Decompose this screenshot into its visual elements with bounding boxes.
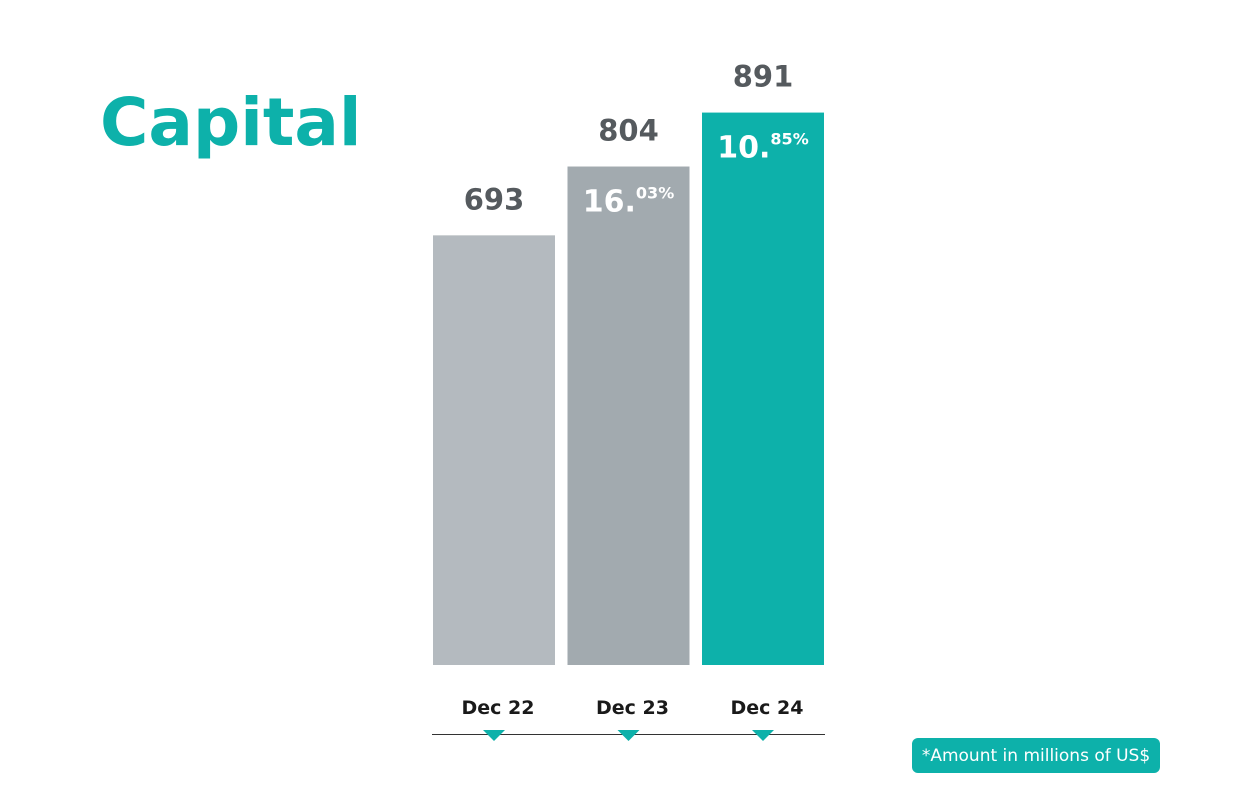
value-label: 804 [598, 114, 659, 148]
growth-whole: 10. [717, 131, 770, 166]
x-tick-label: Dec 22 [462, 697, 535, 719]
bar [702, 112, 824, 665]
growth-fraction: 85% [770, 130, 808, 149]
marker-triangle [752, 730, 774, 741]
growth-label: 16.03% [583, 184, 674, 220]
note: *Amount in millions of US$ [922, 746, 1150, 766]
chart-title: Capital [100, 84, 362, 161]
marker-triangle [617, 730, 640, 741]
x-tick-label: Dec 24 [731, 697, 804, 719]
bar [433, 235, 555, 665]
growth-fraction: 03% [636, 184, 674, 203]
growth-whole: 16. [583, 185, 636, 220]
note-box [912, 738, 1160, 773]
value-label: 891 [733, 60, 794, 94]
marker-triangle [483, 730, 505, 741]
value-label: 693 [464, 182, 525, 216]
bar [567, 166, 690, 665]
growth-label: 10.85% [717, 130, 808, 166]
x-tick-label: Dec 23 [596, 697, 669, 719]
